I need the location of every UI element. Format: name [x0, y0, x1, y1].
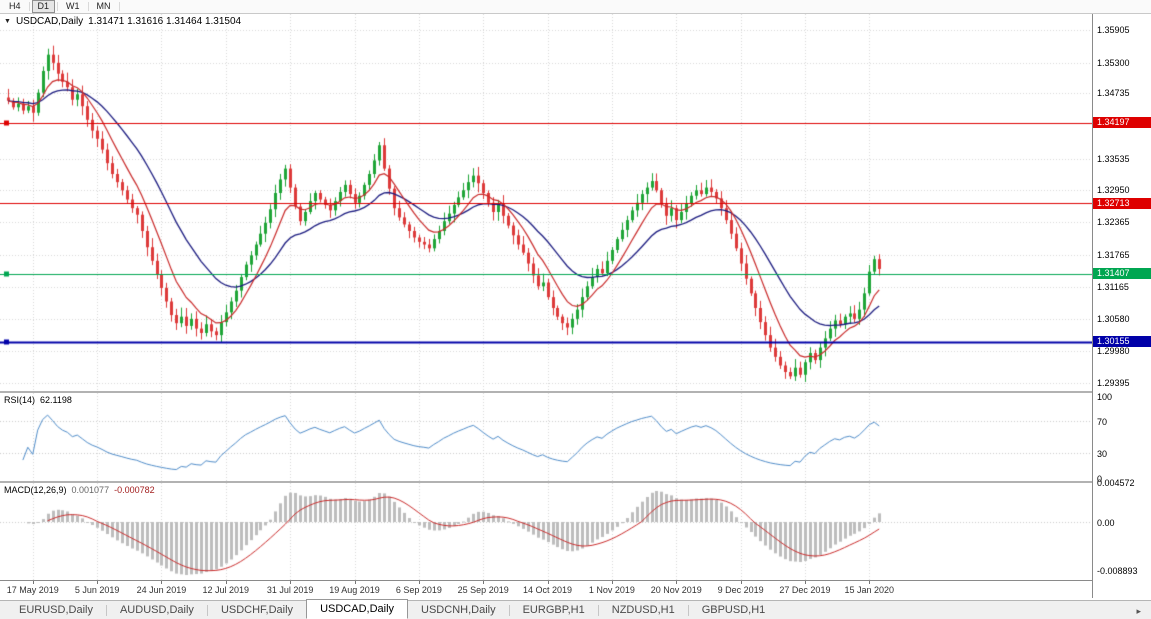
price-axis-label: 1.35905 — [1097, 25, 1130, 35]
date-tick-mark — [869, 581, 870, 584]
tab-audusd-daily[interactable]: AUDUSD,Daily — [119, 604, 194, 616]
date-tick-mark — [355, 581, 356, 584]
tab-scroll-arrow-icon[interactable]: ▸ — [1136, 606, 1141, 616]
timeframe-button-w1[interactable]: W1 — [66, 1, 80, 11]
timeframe-button-mn[interactable]: MN — [96, 1, 111, 11]
date-tick-mark — [161, 581, 162, 584]
macd-axis-label: 0.00 — [1097, 518, 1115, 528]
date-label: 19 Aug 2019 — [329, 585, 380, 595]
tab-usdcad-daily[interactable]: USDCAD,Daily — [306, 599, 409, 619]
macd-canvas[interactable] — [0, 483, 1092, 580]
date-tick-mark — [741, 581, 742, 584]
price-axis-label: 1.35300 — [1097, 58, 1130, 68]
toolbar-separator — [118, 2, 120, 11]
price-line-badge-1-31407: 1.31407 — [1093, 268, 1151, 279]
date-tick-mark — [97, 581, 98, 584]
date-tick-mark — [676, 581, 677, 584]
panes-column: ▼ USDCAD,Daily 1.31471 1.31616 1.31464 1… — [0, 14, 1092, 598]
tab-separator — [206, 604, 208, 616]
rsi-axis-label: 70 — [1097, 417, 1108, 427]
chart-tabs-bar: EURUSD,Daily AUDUSD,Daily USDCHF,Daily USDC… — [0, 599, 1151, 619]
timeframe-toolbar: H4 D1 W1 MN — [0, 0, 1151, 14]
price-axis-label: 1.32365 — [1097, 217, 1130, 227]
price-axis-label: 1.30580 — [1097, 314, 1130, 324]
tab-usdchf-daily[interactable]: USDCHF,Daily — [220, 604, 294, 616]
date-label: 20 Nov 2019 — [650, 585, 702, 595]
price-line-badge-1-34197: 1.34197 — [1093, 117, 1151, 128]
price-axis-label: 1.34735 — [1097, 88, 1130, 98]
date-label: 31 Jul 2019 — [266, 585, 314, 595]
tab-separator — [508, 604, 510, 616]
date-tick-mark — [33, 581, 34, 584]
price-axis[interactable]: 1.35905 1.35300 1.34735 1.33535 1.32950 1.323… — [1092, 14, 1151, 598]
date-tick-mark — [226, 581, 227, 584]
rsi-pane: RSI(14) 62.1198 — [0, 393, 1092, 481]
date-axis[interactable]: 17 May 2019 5 Jun 2019 24 Jun 2019 12 Jul 2… — [0, 580, 1092, 598]
timeframe-button-d1[interactable]: D1 — [31, 0, 56, 13]
date-tick-mark — [612, 581, 613, 584]
pane-divider[interactable] — [0, 391, 1092, 393]
toolbar-separator — [28, 2, 30, 11]
price-line-badge-1-30155: 1.30155 — [1093, 336, 1151, 347]
price-chart-canvas[interactable] — [0, 14, 1092, 391]
tab-nzdusd-h1[interactable]: NZDUSD,H1 — [611, 604, 675, 616]
tab-separator — [105, 604, 107, 616]
date-label: 14 Oct 2019 — [523, 585, 573, 595]
date-tick-mark — [290, 581, 291, 584]
date-label: 25 Sep 2019 — [457, 585, 509, 595]
date-label: 17 May 2019 — [6, 585, 59, 595]
tab-separator — [597, 604, 599, 616]
date-label: 1 Nov 2019 — [588, 585, 635, 595]
price-axis-label: 1.32950 — [1097, 185, 1130, 195]
tab-usdcnh-daily[interactable]: USDCNH,Daily — [421, 604, 496, 616]
date-label: 27 Dec 2019 — [779, 585, 831, 595]
rsi-axis-label: 100 — [1097, 392, 1113, 402]
rsi-axis-label: 0 — [1097, 474, 1103, 484]
date-label: 12 Jul 2019 — [202, 585, 250, 595]
macd-axis-label: -0.008893 — [1097, 566, 1138, 576]
tab-eurusd-daily[interactable]: EURUSD,Daily — [19, 604, 93, 616]
rsi-canvas[interactable] — [0, 393, 1092, 481]
tab-gbpusd-h1[interactable]: GBPUSD,H1 — [701, 604, 766, 616]
price-axis-label: 1.29395 — [1097, 378, 1130, 388]
price-line-badge-1-32713: 1.32713 — [1093, 198, 1151, 209]
date-tick-mark — [419, 581, 420, 584]
price-axis-label: 1.31165 — [1097, 282, 1129, 292]
toolbar-separator — [57, 2, 59, 11]
timeframe-button-h4[interactable]: H4 — [9, 1, 21, 11]
date-label: 15 Jan 2020 — [844, 585, 895, 595]
chart-area: ▼ USDCAD,Daily 1.31471 1.31616 1.31464 1… — [0, 14, 1151, 598]
date-label: 9 Dec 2019 — [717, 585, 764, 595]
filler-strip — [0, 598, 1151, 600]
tab-eurgbp-h1[interactable]: EURGBP,H1 — [522, 604, 585, 616]
date-label: 24 Jun 2019 — [136, 585, 187, 595]
price-axis-label: 1.31765 — [1097, 250, 1130, 260]
price-axis-label: 1.29980 — [1097, 346, 1130, 356]
price-axis-label: 1.33535 — [1097, 154, 1130, 164]
date-label: 6 Sep 2019 — [395, 585, 442, 595]
main-pane: ▼ USDCAD,Daily 1.31471 1.31616 1.31464 1… — [0, 14, 1092, 391]
date-tick-mark — [548, 581, 549, 584]
pane-divider[interactable] — [0, 481, 1092, 483]
chart-dropdown-icon[interactable]: ▼ — [4, 18, 11, 25]
date-tick-mark — [805, 581, 806, 584]
macd-axis-label: 0.004572 — [1097, 478, 1135, 488]
date-label: 5 Jun 2019 — [74, 585, 120, 595]
macd-pane: MACD(12,26,9) 0.001077 -0.000782 — [0, 483, 1092, 580]
toolbar-separator — [87, 2, 89, 11]
tab-separator — [687, 604, 689, 616]
rsi-axis-label: 30 — [1097, 449, 1108, 459]
date-tick-mark — [483, 581, 484, 584]
